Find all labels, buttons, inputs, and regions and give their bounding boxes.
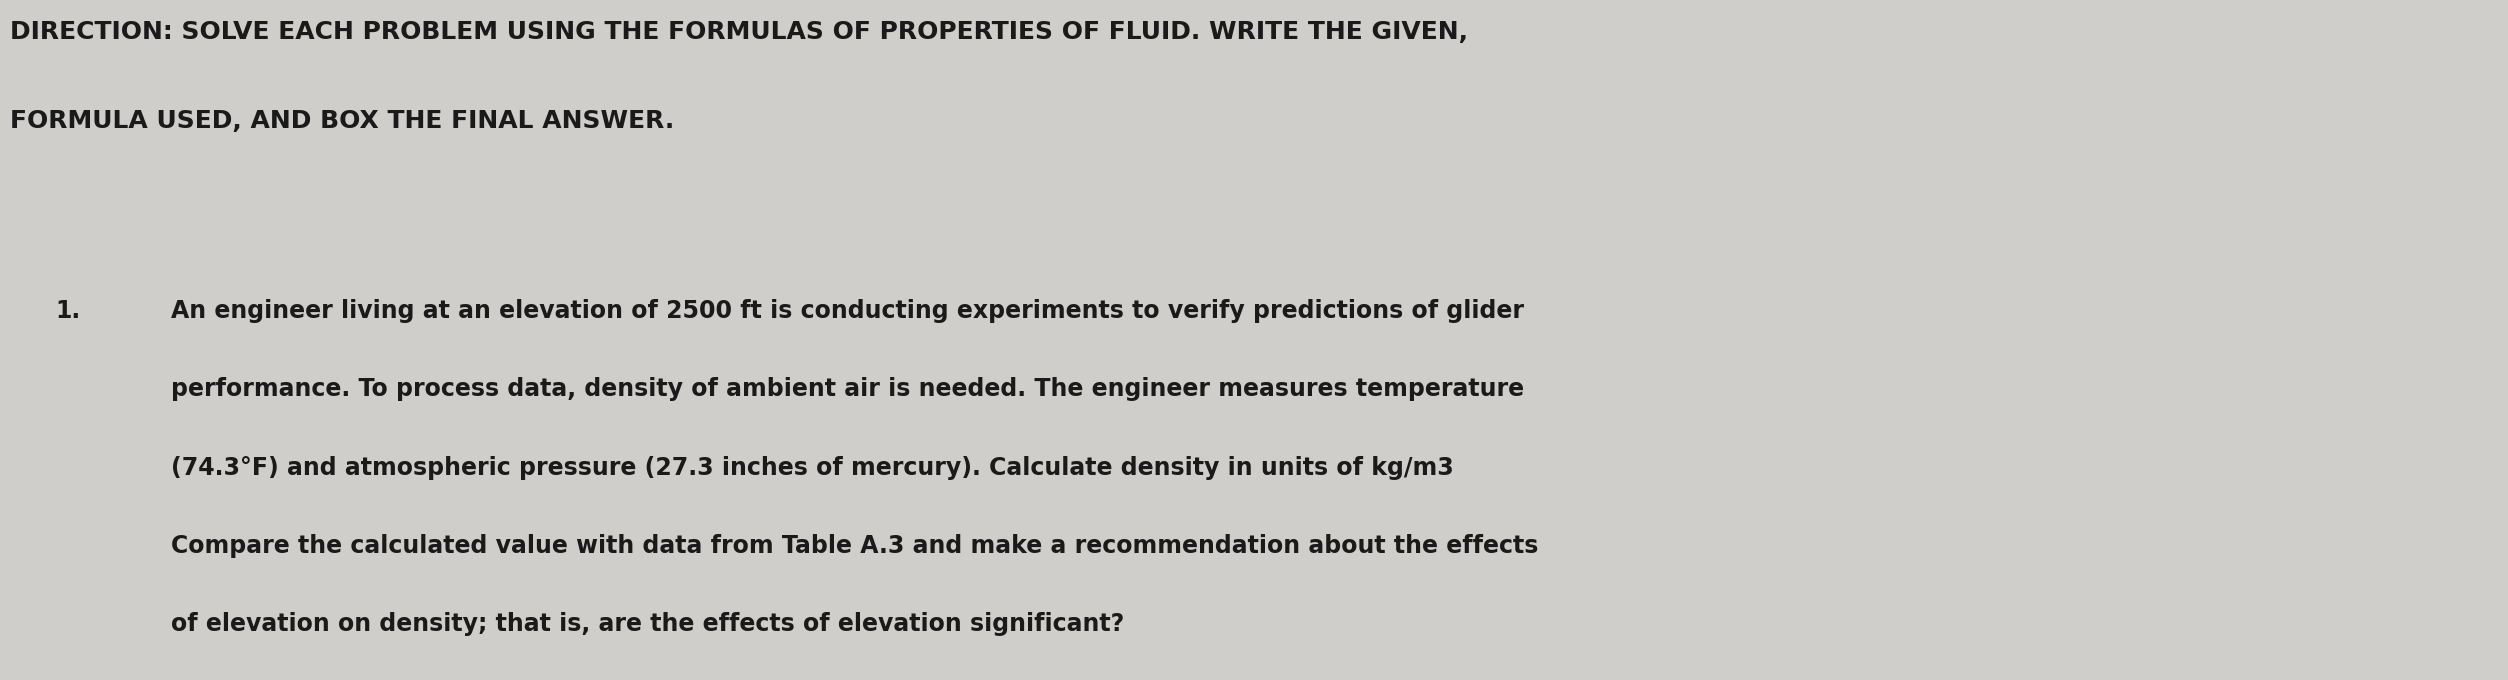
Text: An engineer living at an elevation of 2500 ft is conducting experiments to verif: An engineer living at an elevation of 25… — [171, 299, 1522, 323]
Text: (74.3°F) and atmospheric pressure (27.3 inches of mercury). Calculate density in: (74.3°F) and atmospheric pressure (27.3 … — [171, 456, 1452, 479]
Text: 1.: 1. — [55, 299, 80, 323]
Text: performance. To process data, density of ambient air is needed. The engineer mea: performance. To process data, density of… — [171, 377, 1525, 401]
Text: DIRECTION: SOLVE EACH PROBLEM USING THE FORMULAS OF PROPERTIES OF FLUID. WRITE T: DIRECTION: SOLVE EACH PROBLEM USING THE … — [10, 20, 1467, 44]
Text: FORMULA USED, AND BOX THE FINAL ANSWER.: FORMULA USED, AND BOX THE FINAL ANSWER. — [10, 109, 675, 133]
Text: of elevation on density; that is, are the effects of elevation significant?: of elevation on density; that is, are th… — [171, 612, 1124, 636]
Text: Compare the calculated value with data from Table A.3 and make a recommendation : Compare the calculated value with data f… — [171, 534, 1537, 558]
